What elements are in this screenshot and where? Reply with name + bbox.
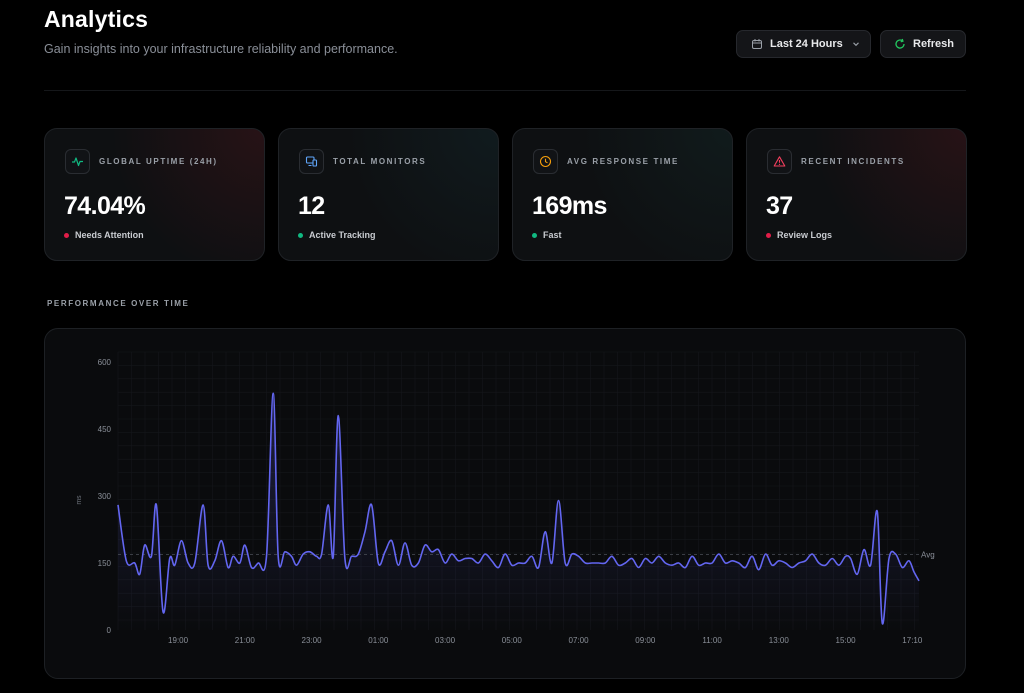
x-tick-label: 03:00 — [435, 636, 456, 645]
x-tick-label: 17:10 — [902, 636, 923, 645]
stat-status: Needs Attention — [75, 230, 144, 240]
y-tick-label: 150 — [98, 559, 112, 568]
x-tick-label: 23:00 — [302, 636, 323, 645]
stat-card-uptime: GLOBAL UPTIME (24H) 74.04% Needs Attenti… — [44, 128, 265, 261]
x-tick-label: 15:00 — [836, 636, 857, 645]
stat-value: 169ms — [532, 192, 607, 220]
time-range-select[interactable]: Last 24 Hours — [736, 30, 871, 58]
header-divider — [44, 90, 966, 91]
stat-label: RECENT INCIDENTS — [801, 157, 905, 166]
stat-value: 74.04% — [64, 192, 146, 220]
clock-icon — [533, 149, 558, 174]
performance-chart-panel: 0 150 300 450 600 19:00 21:00 23:00 01:00 03:00 0… — [44, 328, 966, 679]
status-dot — [64, 232, 69, 238]
status-dot — [532, 232, 537, 238]
status-dot — [298, 232, 303, 238]
calendar-icon — [751, 38, 763, 50]
stat-status: Active Tracking — [309, 230, 376, 240]
response-time-line[interactable] — [117, 392, 920, 625]
status-dot — [766, 232, 771, 238]
y-tick-label: 0 — [107, 626, 112, 635]
refresh-icon — [894, 38, 906, 50]
x-tick-label: 19:00 — [168, 636, 189, 645]
x-tick-label: 07:00 — [569, 636, 590, 645]
time-range-label: Last 24 Hours — [770, 38, 843, 50]
alert-triangle-icon — [767, 149, 792, 174]
chevron-down-icon — [851, 39, 861, 49]
stat-card-monitors: TOTAL MONITORS 12 Active Tracking — [278, 128, 499, 261]
refresh-label: Refresh — [913, 38, 954, 50]
x-tick-label: 21:00 — [235, 636, 256, 645]
stat-value: 37 — [766, 192, 793, 220]
refresh-button[interactable]: Refresh — [880, 30, 966, 58]
x-tick-label: 09:00 — [635, 636, 656, 645]
stat-value: 12 — [298, 192, 325, 220]
page-subtitle: Gain insights into your infrastructure r… — [44, 42, 398, 56]
stat-label: TOTAL MONITORS — [333, 157, 427, 166]
section-title: PERFORMANCE OVER TIME — [47, 299, 190, 308]
stat-card-incidents: RECENT INCIDENTS 37 Review Logs — [746, 128, 967, 261]
y-axis-label: ms — [76, 495, 83, 505]
stat-card-response-time: AVG RESPONSE TIME 169ms Fast — [512, 128, 733, 261]
chart-area-fill — [118, 393, 919, 630]
monitor-icon — [299, 149, 324, 174]
stat-status: Fast — [543, 230, 562, 240]
y-tick-label: 600 — [98, 358, 112, 367]
x-tick-label: 11:00 — [702, 636, 722, 645]
x-tick-label: 01:00 — [368, 636, 389, 645]
x-tick-label: 05:00 — [502, 636, 523, 645]
x-tick-label: 13:00 — [769, 636, 790, 645]
activity-icon — [65, 149, 90, 174]
y-tick-label: 300 — [98, 492, 112, 501]
y-tick-label: 450 — [98, 425, 112, 434]
stat-status: Review Logs — [777, 230, 833, 240]
page-title: Analytics — [44, 6, 149, 32]
stat-label: AVG RESPONSE TIME — [567, 157, 679, 166]
performance-chart: 0 150 300 450 600 19:00 21:00 23:00 01:00 03:00 0… — [76, 351, 935, 645]
stat-label: GLOBAL UPTIME (24H) — [99, 157, 218, 166]
average-label: Avg — [921, 551, 935, 560]
